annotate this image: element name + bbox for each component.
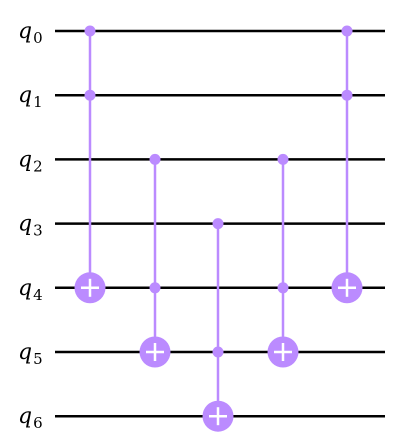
control-dot-q3 — [212, 218, 224, 230]
toffoli-gate-2 — [139, 153, 171, 368]
qubit-label-q6: q6 — [18, 404, 43, 432]
control-dot-q4 — [277, 282, 289, 294]
toffoli-gate-5 — [331, 25, 363, 304]
control-dot-q0 — [84, 25, 96, 37]
toffoli-gate-4 — [267, 153, 299, 368]
qubit-label-base: q — [18, 212, 32, 237]
control-dot-q1 — [341, 89, 353, 101]
control-dot-q4 — [149, 282, 161, 294]
control-dot-q1 — [84, 89, 96, 101]
qubit-label-index: 1 — [33, 93, 43, 111]
qubit-label-q1: q1 — [18, 83, 43, 111]
qubit-label-base: q — [18, 19, 32, 44]
qubit-label-q4: q4 — [18, 276, 43, 304]
toffoli-gate-3 — [202, 218, 234, 432]
qubit-label-q0: q0 — [18, 19, 43, 47]
qubit-label-base: q — [18, 147, 32, 172]
control-dot-q2 — [277, 153, 289, 165]
gates — [74, 25, 363, 432]
qubit-label-index: 6 — [33, 414, 43, 432]
qubit-label-index: 2 — [33, 157, 43, 175]
qubit-label-q3: q3 — [18, 212, 43, 240]
qubit-label-q2: q2 — [18, 147, 43, 175]
qubit-label-base: q — [18, 276, 32, 301]
qubit-label-q5: q5 — [18, 340, 43, 368]
qubit-label-index: 5 — [33, 350, 43, 368]
control-dot-q0 — [341, 25, 353, 37]
qubit-label-index: 3 — [33, 222, 43, 240]
control-dot-q2 — [149, 153, 161, 165]
qubit-label-index: 0 — [33, 29, 43, 47]
qubit-label-base: q — [18, 340, 32, 365]
qubit-label-base: q — [18, 404, 32, 429]
qubit-label-index: 4 — [33, 286, 43, 304]
qubit-label-base: q — [18, 83, 32, 108]
toffoli-gate-1 — [74, 25, 106, 304]
control-dot-q5 — [212, 346, 224, 358]
